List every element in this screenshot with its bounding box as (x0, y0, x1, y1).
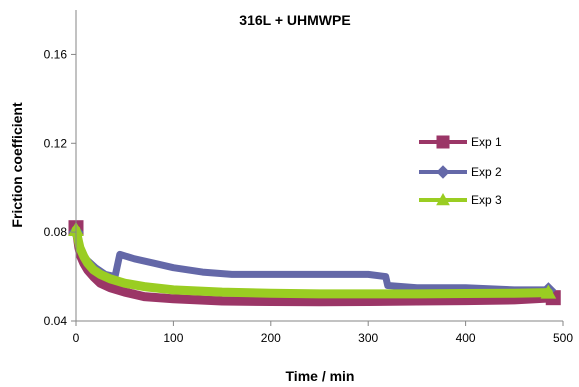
ticks: 0 100 200 300 400 500 0.04 0.08 0.12 0.16 (44, 47, 574, 345)
legend-swatch-marker (436, 165, 450, 179)
legend-label: Exp 1 (471, 135, 502, 149)
y-tick-label: 0.16 (44, 47, 68, 61)
series-line (72, 228, 552, 294)
x-tick-label: 400 (456, 331, 476, 345)
legend-swatch-marker (436, 135, 450, 149)
legend-label: Exp 3 (471, 193, 502, 207)
legend-item: Exp 2 (419, 165, 502, 179)
series-line (71, 225, 553, 299)
x-tick-label: 0 (73, 331, 80, 345)
plot-area (68, 220, 561, 307)
legend: Exp 1 Exp 2 Exp 3 (419, 135, 502, 207)
x-tick-label: 100 (163, 331, 183, 345)
y-tick-label: 0.12 (44, 136, 68, 150)
chart-title: 316L + UHMWPE (239, 12, 350, 28)
x-tick-label: 200 (261, 331, 281, 345)
legend-item: Exp 3 (419, 192, 502, 207)
x-tick-label: 300 (358, 331, 378, 345)
legend-item: Exp 1 (419, 135, 502, 149)
y-axis-label: Friction coefficient (9, 102, 25, 228)
x-axis-label: Time / min (286, 368, 355, 384)
legend-label: Exp 2 (471, 165, 502, 179)
axes (75, 10, 563, 322)
y-tick-label: 0.08 (44, 225, 68, 239)
legend-swatch-marker (436, 192, 450, 206)
x-tick-label: 500 (553, 331, 573, 345)
y-tick-label: 0.04 (44, 314, 68, 328)
series-marker (540, 284, 557, 299)
